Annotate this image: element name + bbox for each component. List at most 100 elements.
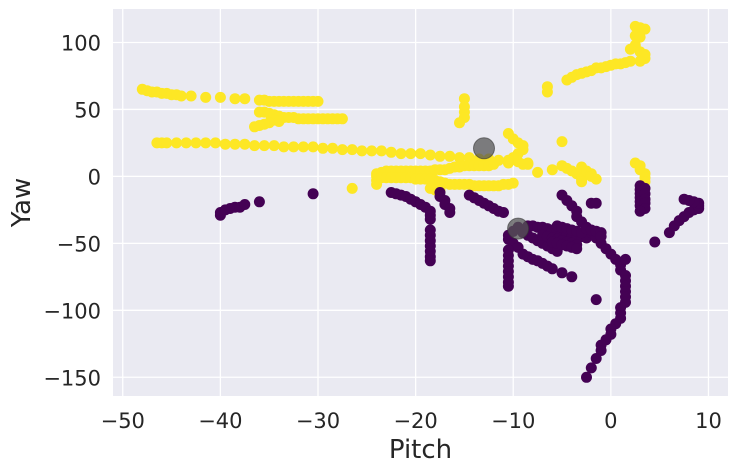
data-point	[317, 142, 329, 154]
data-point	[585, 362, 597, 374]
data-point	[200, 137, 212, 149]
data-point	[556, 267, 568, 279]
data-point	[678, 193, 690, 205]
data-point	[268, 140, 280, 152]
data-point	[307, 141, 319, 153]
data-point	[571, 243, 583, 255]
x-tick-label: 10	[695, 409, 722, 433]
data-point	[590, 294, 602, 306]
data-point	[444, 207, 456, 218]
data-point	[488, 158, 500, 170]
data-point	[171, 137, 182, 149]
data-point	[214, 91, 226, 103]
data-point	[454, 152, 465, 164]
data-point	[288, 141, 300, 153]
data-point	[405, 148, 417, 160]
centroid-point	[507, 217, 530, 240]
data-point	[522, 158, 534, 170]
data-point	[307, 188, 319, 200]
x-tick-label: −50	[101, 409, 145, 433]
x-tick-label: −20	[393, 409, 437, 433]
data-point	[336, 144, 348, 156]
data-point	[229, 138, 241, 150]
data-point	[312, 95, 324, 107]
data-point	[590, 173, 602, 185]
data-point	[376, 145, 387, 157]
x-tick-label: −30	[296, 409, 340, 433]
data-point	[239, 138, 251, 150]
data-point	[634, 31, 646, 43]
data-point	[327, 142, 339, 154]
data-point	[336, 113, 348, 125]
y-tick-label: −100	[43, 299, 101, 323]
data-point	[532, 166, 544, 178]
data-point	[434, 150, 446, 162]
data-point	[595, 345, 607, 356]
data-point	[576, 176, 588, 188]
data-point	[590, 353, 602, 364]
data-point	[229, 93, 241, 105]
data-point	[239, 93, 251, 105]
data-point	[595, 231, 607, 243]
x-tick-label: −40	[198, 409, 242, 433]
data-point	[424, 149, 436, 161]
data-point	[424, 255, 436, 267]
data-point	[190, 137, 202, 149]
data-point	[210, 137, 221, 149]
y-axis-label: Yaw	[7, 178, 37, 229]
data-point	[590, 197, 602, 209]
data-point	[502, 157, 514, 169]
y-tick-label: −150	[43, 366, 101, 390]
data-point	[498, 207, 509, 218]
y-tick-label: 50	[74, 98, 101, 122]
data-point	[415, 148, 426, 160]
data-point	[175, 90, 187, 102]
data-point	[556, 136, 568, 148]
point-layer	[136, 20, 705, 383]
x-tick-label: −10	[491, 409, 535, 433]
data-point	[444, 150, 456, 162]
data-point	[200, 91, 212, 103]
data-point	[249, 121, 260, 133]
data-point	[366, 145, 378, 157]
data-point	[634, 205, 646, 217]
x-tick-label: 0	[604, 409, 617, 433]
data-point	[634, 55, 646, 67]
data-point	[424, 213, 436, 225]
x-axis-label: Pitch	[389, 435, 452, 465]
data-point	[624, 43, 636, 55]
data-point	[507, 177, 519, 189]
data-point	[239, 199, 251, 210]
data-point	[546, 263, 558, 275]
data-point	[253, 196, 265, 208]
data-point	[639, 23, 651, 35]
data-point	[273, 116, 285, 127]
data-point	[297, 141, 309, 153]
data-point	[546, 164, 558, 176]
y-tick-label: 100	[61, 31, 101, 55]
data-point	[395, 148, 407, 160]
data-point	[219, 138, 231, 150]
y-tick-label: −50	[57, 232, 101, 256]
data-point	[161, 137, 173, 149]
data-point	[180, 137, 192, 149]
data-point	[566, 271, 578, 283]
data-point	[346, 144, 358, 156]
data-point	[346, 182, 358, 194]
data-point	[624, 55, 636, 67]
centroid-point	[473, 137, 495, 160]
data-point	[541, 86, 553, 98]
data-point	[258, 140, 270, 152]
data-point	[620, 253, 631, 265]
y-tick-label: 0	[88, 165, 101, 189]
data-point	[581, 371, 592, 383]
data-point	[649, 236, 661, 248]
data-point	[385, 146, 397, 158]
data-point	[249, 140, 260, 152]
data-point	[502, 280, 514, 292]
centroid-layer	[473, 137, 530, 240]
data-point	[185, 90, 197, 102]
data-point	[278, 141, 290, 153]
